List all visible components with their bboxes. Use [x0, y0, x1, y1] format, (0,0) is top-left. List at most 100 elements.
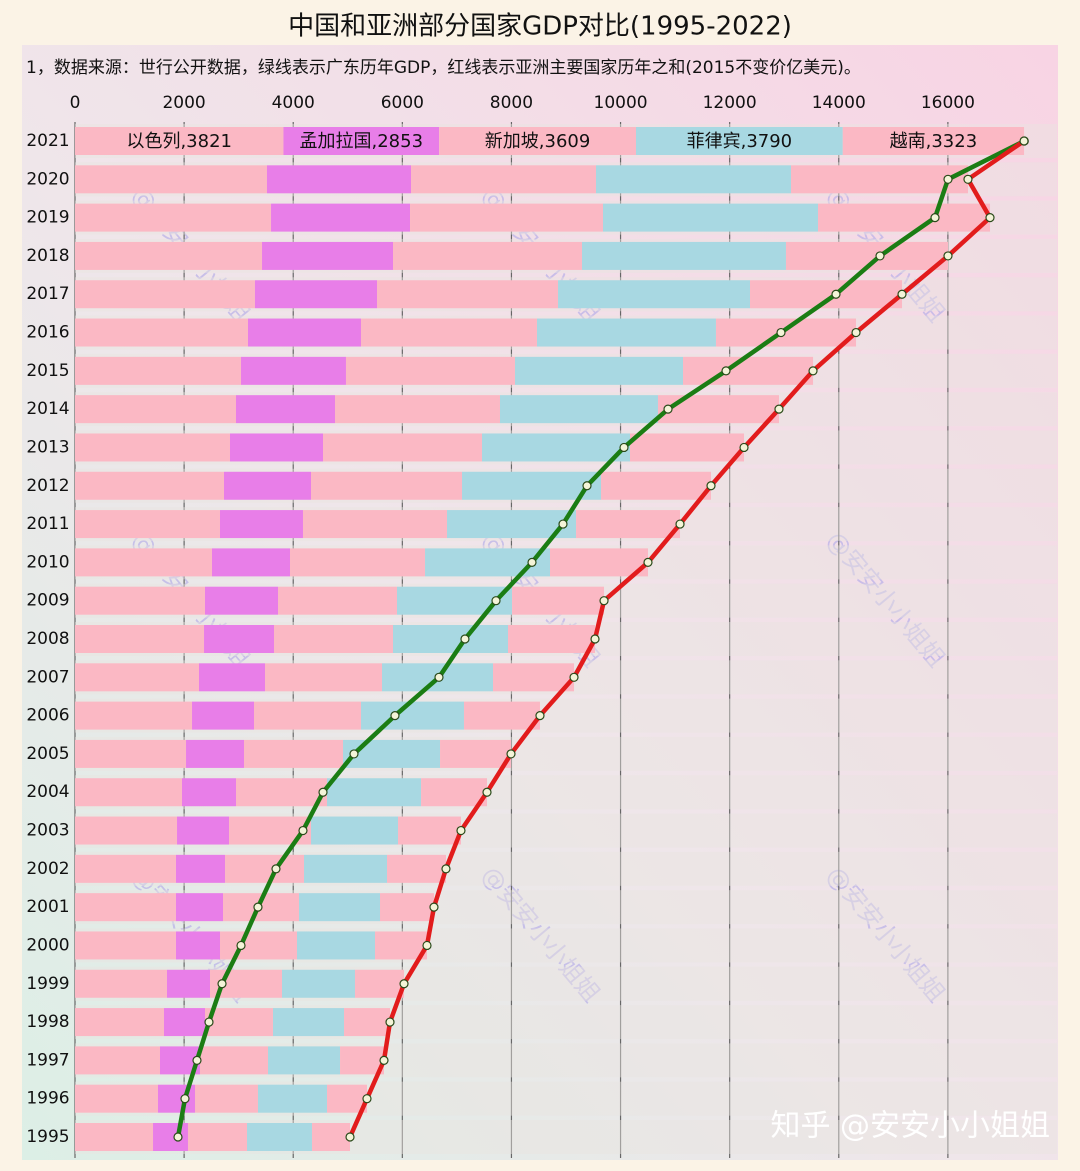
bar-segment: [299, 893, 381, 922]
x-tick-label: 16000: [921, 93, 975, 113]
line-marker: [776, 327, 786, 338]
bar-segment: [440, 739, 512, 768]
bar-segment: [75, 1084, 158, 1113]
bar-segment: [199, 663, 266, 692]
line-marker: [204, 1017, 214, 1027]
bar-segment: [344, 1008, 391, 1037]
bar-label: 以色列,3821: [126, 131, 232, 152]
bar-segment: [536, 318, 716, 347]
bar-segment: [166, 969, 211, 998]
line-marker: [930, 213, 940, 223]
line-marker: [379, 1055, 389, 1065]
bar-segment: [842, 127, 1025, 155]
bar-segment: [345, 356, 515, 385]
line-marker: [599, 596, 609, 606]
line-marker: [460, 634, 470, 644]
y-tick-label: 2015: [26, 361, 69, 381]
bar-segment: [75, 893, 176, 922]
line-marker: [385, 1017, 395, 1027]
bar-segment: [411, 165, 597, 194]
x-tick-label: 8000: [490, 93, 533, 113]
bar-label: 菲律宾,3790: [687, 131, 793, 152]
bar-segment: [75, 395, 236, 424]
bar-segment: [220, 510, 303, 539]
bar-label: 越南,3323: [890, 131, 978, 152]
bar-segment: [75, 739, 187, 768]
bar-segment: [326, 778, 422, 807]
line-marker: [422, 940, 432, 951]
bar-segment: [375, 931, 427, 960]
bar-segment: [410, 203, 603, 232]
bar-segment: [175, 893, 224, 922]
bar-segment: [181, 778, 236, 807]
bar-segment: [283, 127, 440, 155]
chart-title: 中国和亚洲部分国家GDP对比(1995-2022): [288, 12, 792, 42]
y-tick-label: 2016: [26, 323, 69, 343]
line-marker: [192, 1055, 202, 1065]
line-marker: [897, 289, 907, 299]
bar-segment: [377, 280, 559, 309]
bar-segment: [268, 1046, 341, 1075]
line-marker: [706, 481, 716, 491]
bar-segment: [75, 625, 205, 653]
line-marker: [456, 825, 466, 836]
line-marker: [506, 749, 516, 759]
line-marker: [619, 442, 629, 453]
bar-segment: [360, 701, 464, 730]
bar-segment: [229, 433, 324, 462]
bar-segment: [326, 1084, 367, 1113]
line-marker: [985, 213, 995, 223]
bar-segment: [75, 778, 182, 807]
bar-segment: [629, 433, 745, 462]
bar-segment: [262, 241, 394, 270]
bar-segment: [281, 969, 355, 998]
bar-segment: [596, 165, 791, 194]
y-tick-label: 2021: [26, 131, 69, 151]
bar-segment: [241, 356, 346, 385]
y-tick-label: 2014: [26, 399, 69, 419]
bar-segment: [75, 318, 248, 347]
y-tick-label: 1995: [26, 1127, 69, 1147]
bar-segment: [354, 969, 405, 998]
bar-segment: [75, 127, 284, 155]
bar-segment: [187, 1123, 248, 1151]
bar-segment: [75, 241, 263, 270]
bar-segment: [211, 548, 291, 577]
line-marker: [217, 979, 227, 989]
bar-segment: [499, 395, 658, 424]
bar-segment: [304, 854, 388, 883]
line-marker: [527, 557, 537, 567]
bar-segment: [514, 356, 684, 385]
bar-segment: [493, 663, 575, 692]
bar-segment: [75, 931, 176, 960]
bar-segment: [635, 127, 843, 155]
x-tick-label: 2000: [162, 93, 205, 113]
bar-segment: [225, 854, 305, 883]
y-tick-label: 2018: [26, 246, 69, 266]
bar-segment: [311, 816, 399, 845]
line-marker: [253, 902, 263, 912]
x-tick-label: 14000: [812, 93, 866, 113]
bar-segment: [75, 1008, 164, 1037]
line-marker: [663, 404, 673, 414]
y-tick-label: 2019: [26, 208, 69, 228]
y-tick-label: 2010: [26, 552, 69, 572]
bar-segment: [343, 739, 441, 768]
bar-segment: [576, 510, 681, 539]
line-marker: [236, 940, 246, 951]
bar-segment: [265, 663, 382, 692]
bar-segment: [163, 1008, 206, 1037]
line-marker: [943, 251, 953, 261]
bar-segment: [257, 1084, 327, 1113]
bar-segment: [244, 739, 344, 768]
bar-segment: [272, 1008, 345, 1037]
bar-segment: [817, 203, 991, 232]
line-marker: [180, 1094, 190, 1104]
y-tick-label: 2002: [26, 859, 69, 879]
bar-segment: [75, 433, 230, 462]
line-marker: [558, 519, 568, 529]
bar-segment: [274, 625, 394, 653]
bar-segment: [75, 854, 176, 883]
y-tick-label: 2020: [26, 169, 69, 189]
line-marker: [429, 902, 439, 912]
